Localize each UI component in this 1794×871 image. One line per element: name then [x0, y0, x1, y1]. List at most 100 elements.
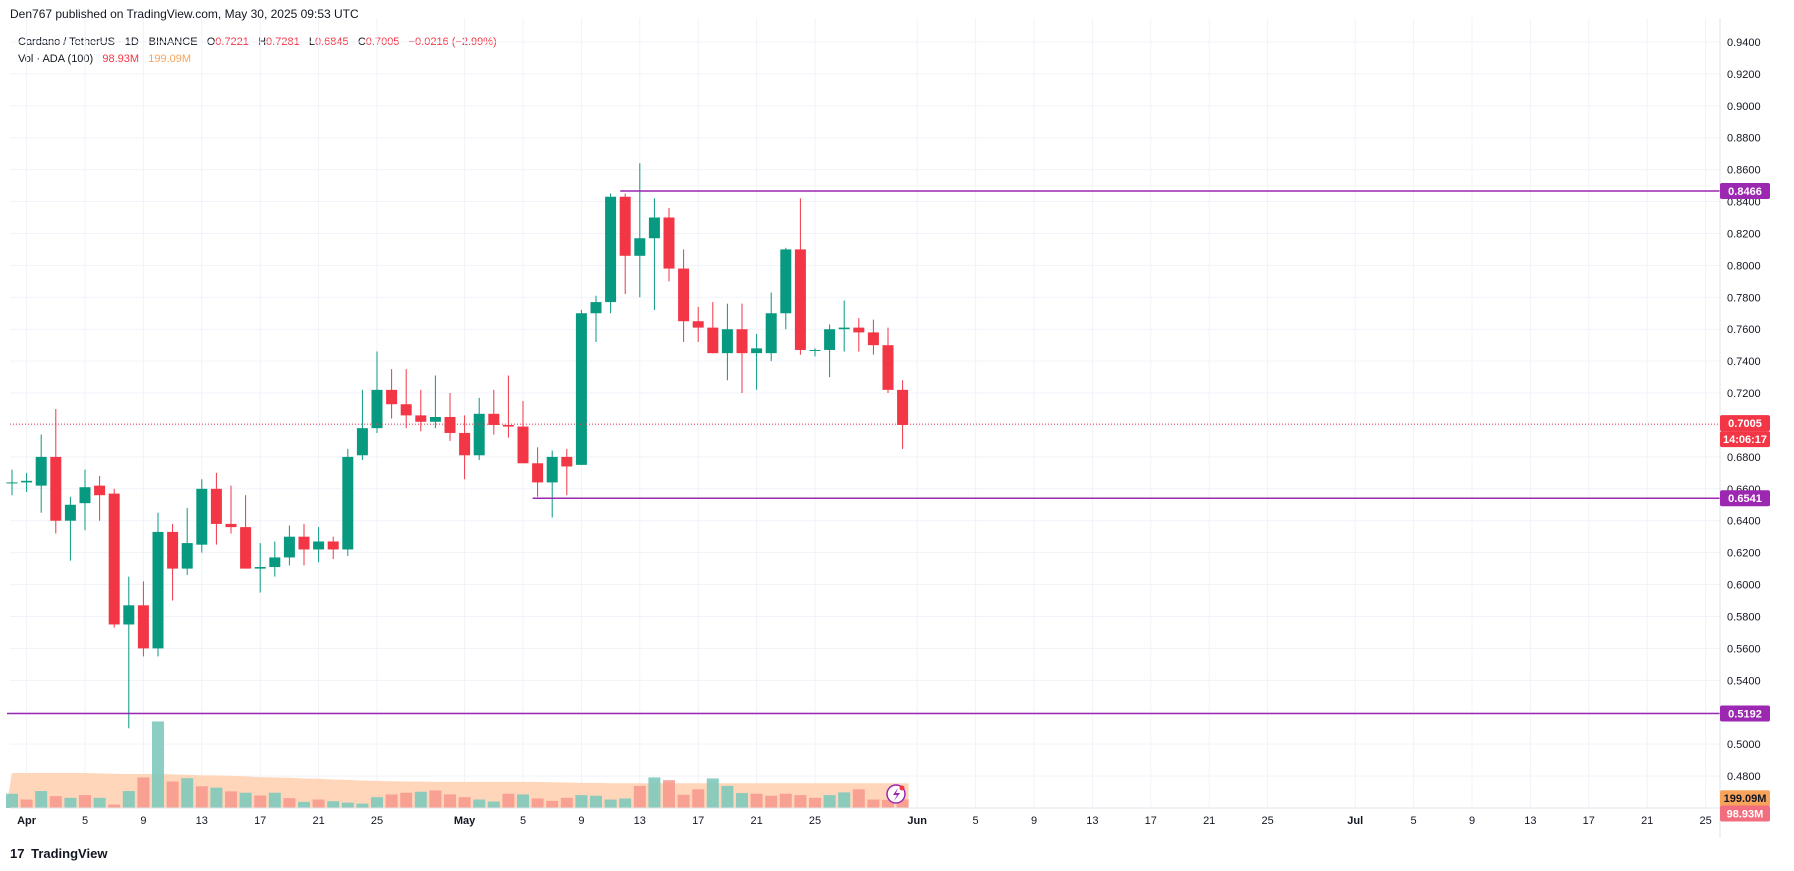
candle-body — [809, 349, 821, 351]
legend-volume-label[interactable]: Vol · ADA (100) — [18, 53, 94, 65]
candle-body — [765, 313, 777, 354]
candle — [327, 536, 339, 560]
volume-bar — [6, 793, 18, 808]
volume-bar — [809, 797, 821, 808]
candle — [634, 163, 646, 298]
candle — [240, 495, 252, 569]
time-tick-label: 17 — [254, 815, 266, 827]
candle — [123, 576, 135, 729]
price-tick-label: 0.5600 — [1727, 643, 1761, 655]
candle — [79, 469, 91, 531]
price-tick-label: 0.5000 — [1727, 739, 1761, 751]
candle — [35, 434, 47, 513]
candle — [152, 512, 164, 657]
candle-body — [167, 531, 179, 569]
candle-body — [356, 428, 368, 456]
horizontal-levels[interactable] — [7, 190, 1720, 715]
volume-bar — [268, 792, 281, 808]
candle-body — [240, 527, 252, 569]
price-tick-label: 0.6000 — [1727, 580, 1761, 592]
candle-body — [327, 541, 339, 550]
candle — [444, 393, 456, 441]
candle — [721, 303, 733, 381]
candle-body — [692, 321, 704, 328]
candle-body — [444, 416, 456, 433]
last-price-badge-bg — [1720, 415, 1770, 432]
volume-ma-badge: 199.09M — [1724, 793, 1767, 805]
replay-icon[interactable] — [886, 784, 906, 804]
time-tick-label: 5 — [520, 815, 526, 827]
volume-bar — [838, 792, 851, 808]
candle-body — [371, 389, 383, 429]
candle — [765, 292, 777, 362]
countdown-badge: 14:06:17 — [1723, 434, 1767, 446]
candle-body — [429, 416, 441, 422]
candle-body — [867, 332, 879, 346]
volume-bar — [327, 801, 340, 808]
volume-bar — [736, 793, 748, 808]
volume-bar — [852, 789, 865, 808]
candle-body — [794, 249, 806, 350]
legend-volume-value: 98.93M — [102, 53, 140, 65]
candle-body — [94, 485, 106, 496]
volume-bar — [93, 797, 106, 808]
volume-bar — [765, 795, 778, 808]
last-price-badge: 0.7005 — [1728, 418, 1762, 430]
price-tick-label: 0.9400 — [1727, 37, 1761, 49]
time-tick-label: May — [454, 815, 476, 827]
volume-bar — [706, 778, 719, 808]
candle-body — [590, 302, 602, 314]
volume-bar — [604, 799, 617, 808]
time-tick-label: Apr — [17, 815, 37, 827]
volume-bar — [166, 781, 179, 808]
volume-bar — [648, 777, 661, 808]
time-tick-label: 21 — [1641, 815, 1653, 827]
candle — [298, 523, 310, 566]
volume-bar — [590, 795, 602, 808]
level-price-badge-bg — [1720, 490, 1770, 507]
tradingview-brand[interactable]: 17 TradingView — [10, 846, 107, 861]
volume-bar — [341, 802, 354, 808]
volume-bar — [298, 801, 310, 808]
volume-bar — [531, 798, 544, 808]
candle — [225, 485, 237, 534]
volume-bar — [502, 793, 515, 808]
candle-body — [575, 313, 587, 465]
candle-body — [546, 456, 558, 483]
volume-bar — [750, 793, 763, 808]
volume-bar — [458, 797, 471, 808]
price-tick-label: 0.5400 — [1727, 675, 1761, 687]
candle — [648, 198, 660, 311]
volume-badge: 98.93M — [1727, 809, 1764, 821]
time-tick-label: 17 — [1583, 815, 1595, 827]
candle — [400, 369, 412, 429]
candle — [575, 310, 587, 465]
candle-body — [897, 389, 909, 425]
price-tick-label: 0.7200 — [1727, 388, 1761, 400]
time-tick-label: 25 — [809, 815, 821, 827]
candle — [488, 389, 500, 435]
time-tick-label: 25 — [371, 815, 383, 827]
candle-body — [721, 329, 733, 354]
time-tick-label: Jun — [907, 815, 927, 827]
candle-body — [210, 488, 222, 524]
volume-bar — [122, 791, 135, 808]
time-axis[interactable]: Apr 5 9 13 17 21 25 May 5 9 13 17 21 25 Jun 5 9 13 17 21 25 J… — [10, 807, 1720, 827]
candle — [196, 479, 208, 553]
candle — [459, 415, 471, 480]
volume-bar — [560, 797, 573, 808]
candle — [546, 450, 558, 518]
volume-bar — [823, 795, 836, 808]
volume-bar — [239, 792, 252, 808]
candle-body — [21, 480, 33, 483]
price-tick-label: 0.6400 — [1727, 516, 1761, 528]
candles — [6, 163, 909, 729]
candle — [108, 488, 120, 628]
candle-body — [648, 217, 660, 239]
volume-bar — [385, 794, 398, 808]
candle-body — [780, 249, 792, 314]
volume-bar — [677, 794, 690, 808]
candle-body — [225, 523, 237, 528]
volume-bar — [195, 786, 208, 808]
